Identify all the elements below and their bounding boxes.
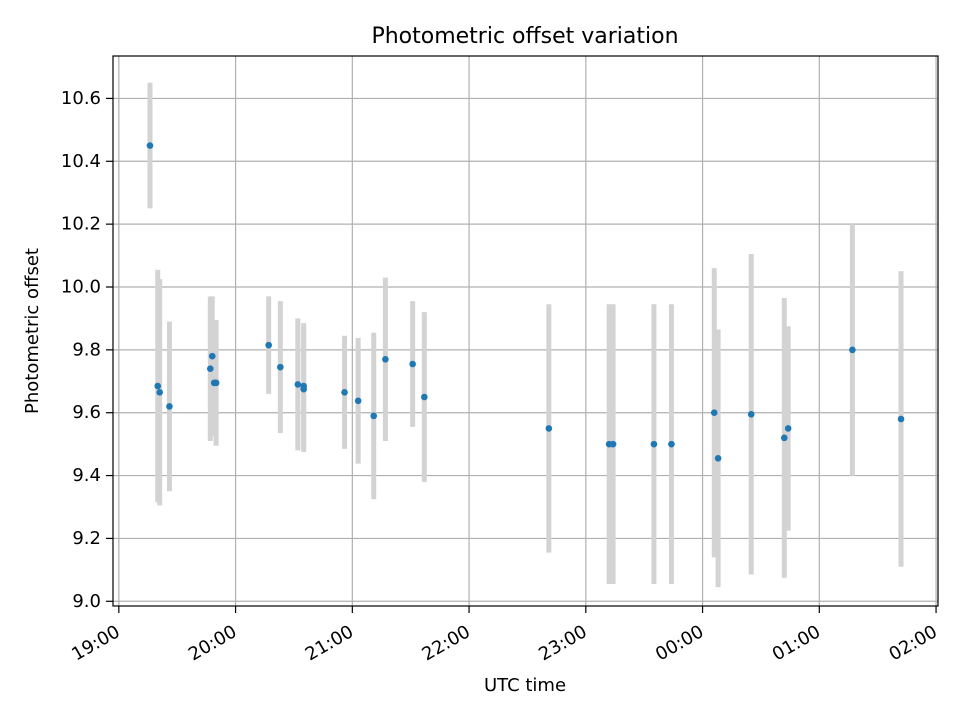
y-axis-label: Photometric offset — [22, 248, 43, 414]
data-point — [146, 142, 154, 149]
data-point — [154, 382, 162, 390]
data-point — [714, 454, 722, 462]
data-point — [212, 379, 220, 387]
data-point — [409, 360, 416, 368]
data-point — [609, 440, 617, 448]
y-axis-ticks: 9.0 9.2 9.4 9.6 9.8 10.0 10.2 10.4 10.6 — [61, 88, 113, 612]
chart-title: Photometric offset variation — [371, 24, 678, 49]
data-point — [780, 434, 788, 442]
y-tick-label: 9.2 — [72, 528, 101, 549]
data-point — [277, 363, 284, 371]
data-point — [294, 381, 302, 388]
y-tick-label: 9.8 — [72, 339, 101, 360]
y-tick-label: 10.4 — [61, 151, 101, 172]
y-tick-label: 9.0 — [72, 591, 101, 612]
data-point — [382, 355, 389, 363]
data-points — [146, 142, 905, 462]
data-point — [208, 352, 216, 360]
data-point — [421, 393, 428, 401]
data-point — [166, 403, 173, 410]
data-point — [747, 410, 755, 418]
y-tick-label: 10.6 — [61, 88, 101, 109]
data-point — [710, 409, 718, 417]
data-point — [156, 388, 163, 396]
x-axis-label: UTC time — [484, 675, 566, 696]
data-point — [341, 388, 348, 396]
y-tick-label: 9.6 — [72, 402, 101, 423]
data-point — [784, 425, 792, 432]
y-tick-label: 10.0 — [61, 277, 101, 298]
data-point — [300, 385, 307, 393]
data-point — [370, 412, 378, 420]
data-point — [849, 346, 856, 354]
data-point — [265, 341, 272, 349]
grid — [113, 56, 938, 606]
data-point — [897, 415, 905, 423]
y-tick-label: 9.4 — [72, 465, 101, 486]
data-point — [668, 440, 675, 448]
data-point — [206, 365, 214, 373]
y-tick-label: 10.2 — [61, 214, 101, 235]
data-point — [354, 397, 362, 405]
data-point — [545, 425, 553, 432]
plot-frame — [112, 55, 939, 607]
data-point — [650, 440, 658, 448]
